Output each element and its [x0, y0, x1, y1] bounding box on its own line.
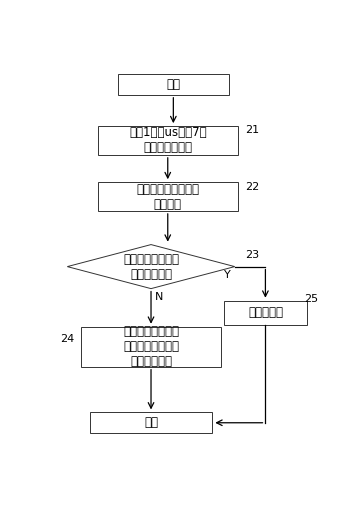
Text: 采样値有效: 采样値有效 — [248, 306, 283, 319]
Polygon shape — [67, 244, 235, 289]
FancyBboxPatch shape — [224, 301, 307, 324]
Text: 偏差値是否小于等
于最大偏差値: 偏差値是否小于等 于最大偏差値 — [123, 253, 179, 281]
FancyBboxPatch shape — [81, 327, 221, 367]
FancyBboxPatch shape — [90, 412, 212, 433]
Text: 开始: 开始 — [166, 78, 180, 91]
Text: 23: 23 — [245, 250, 260, 259]
Text: 24: 24 — [60, 334, 75, 344]
FancyBboxPatch shape — [117, 74, 229, 95]
FancyBboxPatch shape — [98, 126, 238, 155]
Text: 每隔1　　us联ㅨ7次
读取转子位置角: 每隔1 us联ㅨ7次 读取转子位置角 — [129, 126, 207, 154]
FancyBboxPatch shape — [98, 182, 238, 211]
Text: N: N — [155, 292, 163, 302]
Text: 22: 22 — [245, 181, 260, 191]
Text: 25: 25 — [305, 294, 319, 304]
Text: 采样値为上一次采
样値与上一次采样
値偏差値的和: 采样値为上一次采 样値与上一次采样 値偏差値的和 — [123, 325, 179, 368]
Text: 结束: 结束 — [144, 416, 158, 430]
Text: 采样値按大小排列，
取中间値: 采样値按大小排列， 取中间値 — [136, 183, 199, 211]
Text: Y: Y — [224, 269, 230, 280]
Text: 21: 21 — [245, 125, 260, 136]
